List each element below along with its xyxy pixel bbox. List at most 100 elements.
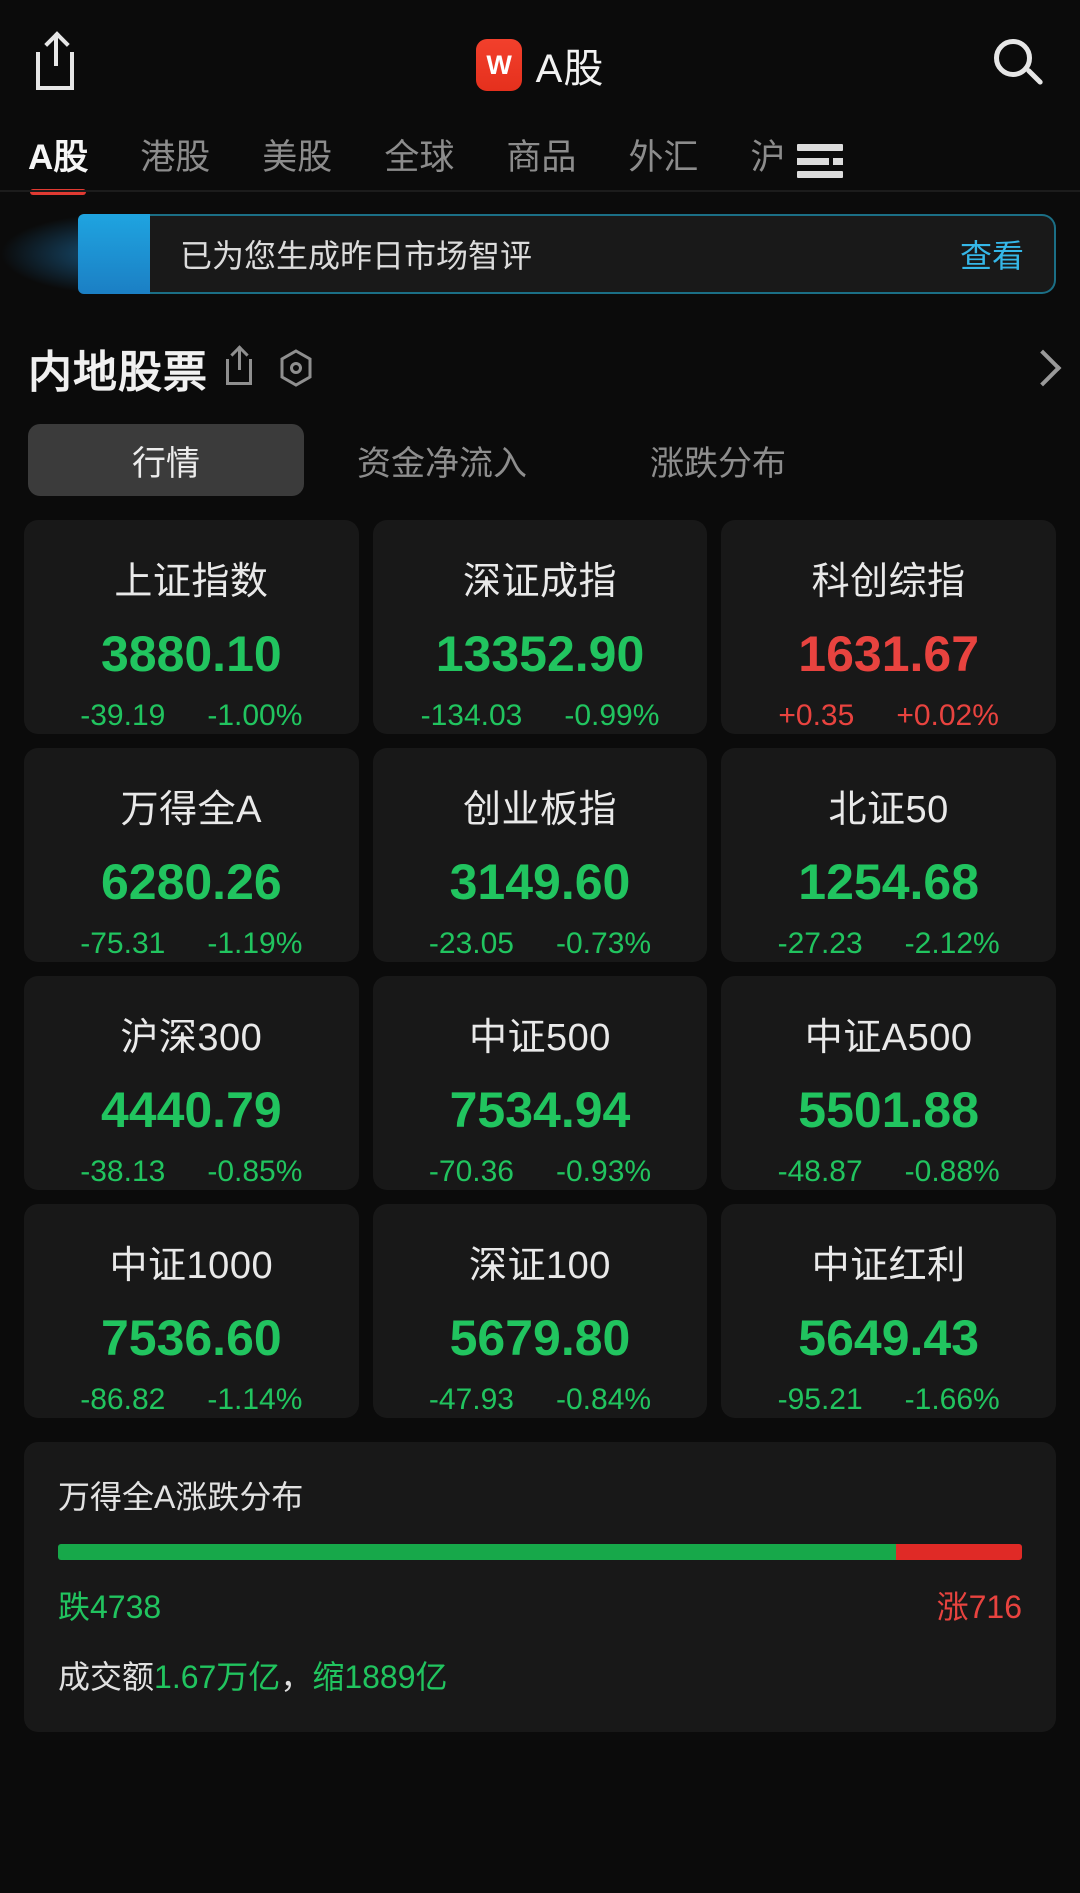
- turnover-value: 1.67万亿: [154, 1659, 281, 1695]
- index-value: 5649.43: [798, 1310, 980, 1366]
- declining-count-label: 跌4738: [58, 1589, 162, 1625]
- index-name: 深证成指: [462, 561, 617, 603]
- index-deltas: -70.36 -0.93%: [429, 1155, 651, 1189]
- index-change-percent: -0.73%: [556, 927, 652, 960]
- index-card[interactable]: 上证指数 3880.10 -39.19 -1.00%: [24, 520, 359, 734]
- search-icon[interactable]: [990, 37, 1046, 93]
- index-value: 4440.79: [100, 1082, 282, 1138]
- hexagon-icon[interactable]: [278, 348, 314, 388]
- index-card[interactable]: 中证A500 5501.88 -48.87 -0.88%: [721, 976, 1056, 1190]
- hamburger-icon[interactable]: [797, 144, 844, 178]
- index-name: 创业板指: [462, 789, 617, 831]
- index-card[interactable]: 深证成指 13352.90 -134.03 -0.99%: [372, 520, 708, 734]
- active-tab-underline: [30, 189, 87, 195]
- banner-accent-graphic: [0, 214, 150, 294]
- index-value: 7536.60: [100, 1310, 282, 1366]
- index-change-percent: -0.99%: [564, 699, 660, 732]
- advancing-count-label: 涨716: [936, 1589, 1022, 1625]
- tab-updown-distribution[interactable]: 涨跌分布: [650, 444, 786, 483]
- index-change-percent: -0.93%: [556, 1155, 652, 1188]
- index-change: +0.35: [778, 699, 855, 732]
- index-deltas: -75.31 -1.19%: [80, 927, 302, 961]
- index-name: 中证红利: [811, 1245, 966, 1287]
- index-card[interactable]: 中证1000 7536.60 -86.82 -1.14%: [24, 1204, 359, 1418]
- index-change-percent: -1.19%: [207, 927, 303, 960]
- index-change: -38.13: [80, 1155, 166, 1188]
- index-change: -47.93: [428, 1383, 514, 1416]
- nav-tab-label: A股: [28, 138, 89, 177]
- index-change-percent: -0.84%: [556, 1383, 652, 1416]
- wind-logo-icon: W: [475, 39, 522, 91]
- index-deltas: -38.13 -0.85%: [80, 1155, 302, 1189]
- index-change: -23.05: [428, 927, 514, 960]
- distribution-bar-up-segment: [895, 1544, 1022, 1560]
- index-name: 上证指数: [114, 561, 269, 603]
- index-card[interactable]: 中证红利 5649.43 -95.21 -1.66%: [721, 1204, 1056, 1418]
- banner-view-link[interactable]: 查看: [959, 238, 1024, 274]
- turnover-separator: ，: [280, 1659, 313, 1695]
- index-value: 5679.80: [449, 1310, 631, 1366]
- index-card[interactable]: 中证500 7534.94 -70.36 -0.93%: [372, 976, 708, 1190]
- index-value: 6280.26: [100, 854, 282, 910]
- index-change: -75.31: [80, 927, 166, 960]
- index-deltas: -47.93 -0.84%: [429, 1383, 651, 1417]
- share-icon[interactable]: [226, 345, 260, 386]
- index-card[interactable]: 科创综指 1631.67 +0.35 +0.02%: [721, 520, 1056, 734]
- section-header: 内地股票: [0, 306, 1080, 406]
- index-change-percent: -0.88%: [904, 1155, 1000, 1188]
- index-change-percent: +0.02%: [896, 699, 999, 732]
- tab-net-inflow[interactable]: 资金净流入: [357, 444, 527, 483]
- index-card[interactable]: 北证50 1254.68 -27.23 -2.12%: [721, 748, 1056, 962]
- turnover-line: 成交额1.67万亿，缩1889亿: [58, 1652, 1022, 1698]
- nav-tab-commodities[interactable]: 商品: [506, 138, 577, 177]
- distribution-panel[interactable]: 万得全A涨跌分布 跌4738 涨716 成交额1.67万亿，缩1889亿: [24, 1442, 1056, 1732]
- index-card[interactable]: 沪深300 4440.79 -38.13 -0.85%: [24, 976, 359, 1190]
- distribution-legend: 跌4738 涨716: [58, 1582, 1022, 1628]
- index-change: -95.21: [777, 1383, 863, 1416]
- nav-tab-a-shares[interactable]: A股: [28, 129, 89, 195]
- sub-tabs: 行情 资金净流入 涨跌分布: [0, 406, 1080, 496]
- index-change: -134.03: [420, 699, 523, 732]
- title-area: W A股: [0, 0, 1080, 130]
- nav-tab-us[interactable]: 美股: [262, 138, 333, 177]
- nav-tab-shanghai[interactable]: 沪: [750, 138, 786, 177]
- banner-body: 已为您生成昨日市场智评 查看: [150, 214, 1056, 294]
- chevron-right-icon[interactable]: [1028, 348, 1050, 388]
- distribution-title: 万得全A涨跌分布: [58, 1479, 304, 1515]
- nav-tab-global[interactable]: 全球: [384, 138, 455, 177]
- index-value: 13352.90: [435, 626, 645, 682]
- nav-tab-hk[interactable]: 港股: [140, 138, 211, 177]
- nav-tab-forex[interactable]: 外汇: [628, 138, 699, 177]
- index-name: 中证A500: [804, 1017, 973, 1059]
- index-card[interactable]: 万得全A 6280.26 -75.31 -1.19%: [24, 748, 359, 962]
- distribution-bar: [58, 1544, 1022, 1560]
- index-name: 深证100: [469, 1245, 611, 1287]
- section-title: 内地股票: [28, 348, 208, 397]
- index-change-percent: -2.12%: [904, 927, 1000, 960]
- index-name: 科创综指: [811, 561, 966, 603]
- index-change: -39.19: [80, 699, 166, 732]
- index-deltas: +0.35 +0.02%: [778, 699, 999, 733]
- share-icon[interactable]: [34, 31, 88, 92]
- index-card[interactable]: 深证100 5679.80 -47.93 -0.84%: [372, 1204, 708, 1418]
- index-deltas: -23.05 -0.73%: [429, 927, 651, 961]
- index-value: 5501.88: [798, 1082, 980, 1138]
- market-digest-banner[interactable]: 已为您生成昨日市场智评 查看: [0, 214, 1056, 294]
- index-value: 1254.68: [798, 854, 980, 910]
- index-card-grid: 上证指数 3880.10 -39.19 -1.00% 深证成指 13352.90 -134.…: [0, 496, 1080, 1418]
- turnover-delta: 缩1889亿: [312, 1659, 448, 1695]
- index-name: 万得全A: [120, 789, 262, 831]
- market-nav-tabs: A股 港股 美股 全球 商品 外汇 沪: [0, 129, 1080, 195]
- page-title: A股: [535, 47, 605, 91]
- tab-quotes[interactable]: 行情: [28, 424, 304, 496]
- index-card[interactable]: 创业板指 3149.60 -23.05 -0.73%: [372, 748, 708, 962]
- index-change-percent: -1.00%: [207, 699, 303, 732]
- index-value: 3149.60: [449, 854, 631, 910]
- index-deltas: -39.19 -1.00%: [80, 699, 302, 733]
- index-deltas: -95.21 -1.66%: [778, 1383, 1000, 1417]
- index-name: 沪深300: [120, 1017, 263, 1059]
- turnover-prefix: 成交额: [58, 1659, 155, 1695]
- top-bar: W A股: [0, 0, 1080, 130]
- index-deltas: -48.87 -0.88%: [778, 1155, 1000, 1189]
